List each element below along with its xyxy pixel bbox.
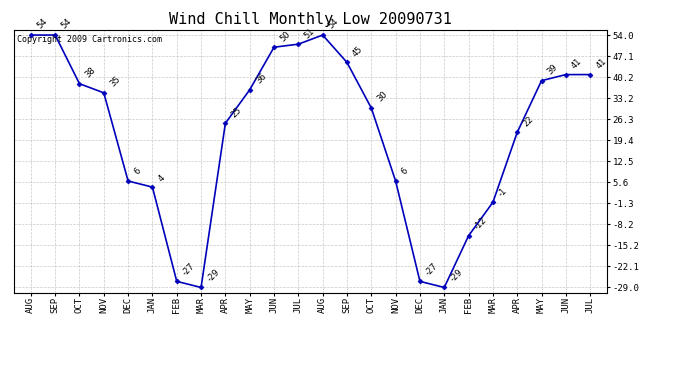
Text: 54: 54	[35, 17, 49, 31]
Text: 54: 54	[327, 17, 341, 31]
Text: Copyright 2009 Cartronics.com: Copyright 2009 Cartronics.com	[17, 35, 161, 44]
Text: 30: 30	[375, 90, 389, 104]
Text: -29: -29	[448, 267, 464, 283]
Text: 6: 6	[132, 166, 142, 177]
Text: 38: 38	[83, 66, 97, 80]
Text: 45: 45	[351, 45, 365, 58]
Text: -1: -1	[497, 186, 509, 198]
Text: 54: 54	[59, 17, 73, 31]
Text: 41: 41	[594, 57, 608, 70]
Text: 41: 41	[570, 57, 584, 70]
Text: 50: 50	[278, 29, 292, 43]
Text: 4: 4	[157, 173, 167, 183]
Text: -27: -27	[181, 261, 197, 277]
Text: -29: -29	[205, 267, 221, 283]
Text: 22: 22	[522, 114, 535, 128]
Text: -12: -12	[473, 216, 489, 232]
Text: 6: 6	[400, 166, 410, 177]
Text: 51: 51	[302, 26, 316, 40]
Text: 39: 39	[546, 63, 560, 76]
Text: 35: 35	[108, 75, 122, 88]
Text: 25: 25	[230, 105, 244, 119]
Title: Wind Chill Monthly Low 20090731: Wind Chill Monthly Low 20090731	[169, 12, 452, 27]
Text: 36: 36	[254, 72, 268, 86]
Text: -27: -27	[424, 261, 440, 277]
